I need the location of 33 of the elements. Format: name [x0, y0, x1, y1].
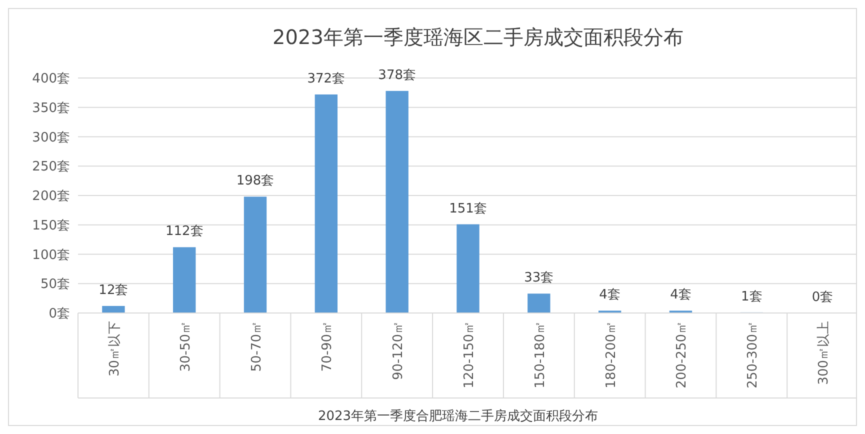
y-tick-label: 350套	[32, 100, 70, 116]
x-axis-title: 2023年第一季度合肥瑶海二手房成交面积段分布	[318, 408, 598, 424]
data-label: 372套	[307, 71, 346, 86]
y-tick-label: 150套	[32, 218, 70, 234]
data-label: 112套	[165, 224, 204, 240]
x-tick-label: 120-150㎡	[462, 321, 477, 388]
x-tick-label: 50-70㎡	[249, 321, 264, 372]
y-tick-label: 50套	[40, 277, 70, 292]
y-tick-label: 200套	[32, 189, 70, 204]
y-tick-label: 400套	[32, 72, 70, 87]
x-tick-label: 90-120㎡	[391, 321, 406, 380]
data-label: 1套	[740, 289, 762, 304]
x-tick-label: 300㎡以上	[816, 321, 832, 385]
x-tick-label: 180-200㎡	[604, 321, 619, 388]
x-tick-label: 30-50㎡	[178, 321, 194, 372]
chart-title: 2023年第一季度瑶海区二手房成交面积段分布	[272, 25, 684, 49]
y-tick-label: 250套	[32, 160, 70, 175]
data-label: 0套	[812, 290, 834, 305]
x-tick-label: 250-300㎡	[746, 321, 761, 388]
x-tick-label: 150-180㎡	[532, 321, 548, 388]
y-tick-label: 0套	[48, 306, 70, 322]
data-label: 378套	[378, 68, 416, 83]
y-tick-label: 100套	[32, 248, 70, 263]
x-tick-label: 200-250㎡	[674, 321, 690, 388]
data-label: 151套	[449, 201, 487, 216]
x-tick-label: 30㎡以下	[107, 321, 122, 377]
y-tick-label: 300套	[32, 130, 70, 146]
data-label: 4套	[670, 288, 692, 303]
data-label: 4套	[599, 288, 620, 303]
data-label: 12套	[98, 282, 128, 298]
data-label: 198套	[236, 174, 274, 189]
x-tick-label: 70-90㎡	[320, 321, 336, 372]
data-label: 33套	[524, 270, 554, 286]
